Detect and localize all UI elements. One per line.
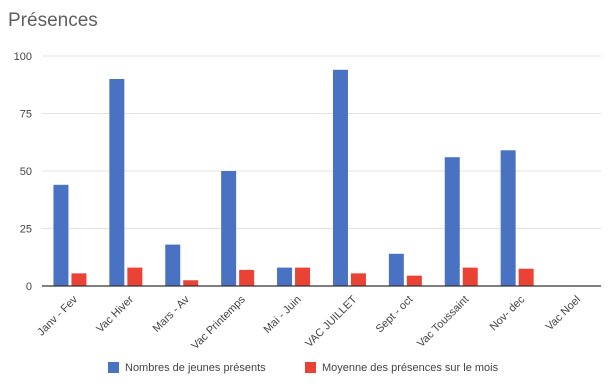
bar-jeunes-presents (277, 267, 293, 286)
y-tick-label: 25 (20, 224, 32, 236)
legend-label: Moyenne des présences sur le mois (322, 362, 499, 374)
y-tick-label: 50 (20, 166, 32, 178)
bar-moyenne-presences (71, 273, 87, 286)
bar-jeunes-presents (53, 184, 69, 286)
x-category-label: Nov- dec (488, 293, 528, 333)
bar-jeunes-presents (221, 171, 237, 286)
y-tick-label: 0 (26, 281, 32, 293)
legend: Nombres de jeunes présents Moyenne des pr… (108, 362, 499, 374)
bar-moyenne-presences (462, 267, 478, 286)
y-tick-label: 100 (14, 51, 32, 63)
bar-moyenne-presences (239, 269, 255, 286)
x-category-label: Mars - Av (151, 293, 193, 335)
bar-jeunes-presents (332, 69, 348, 286)
x-category-label: Vac Printemps (189, 293, 248, 352)
bar-moyenne-presences (406, 275, 422, 286)
legend-swatch (305, 362, 316, 373)
y-tick-label: 75 (20, 109, 32, 121)
bars (53, 69, 534, 286)
gridlines (42, 55, 601, 229)
bar-moyenne-presences (350, 273, 366, 286)
bar-jeunes-presents (165, 244, 181, 286)
x-category-label: Vac Noel (544, 294, 583, 333)
legend-swatch (108, 362, 119, 373)
bar-moyenne-presences (518, 268, 534, 286)
chart-title: Présences (8, 10, 98, 31)
bar-jeunes-presents (109, 79, 125, 286)
bar-jeunes-presents (444, 157, 460, 286)
x-category-label: Vac Hiver (94, 293, 136, 335)
bar-moyenne-presences (127, 267, 143, 286)
x-category-label: Janv - Fev (35, 293, 80, 338)
x-category-label: Sept - oct (374, 294, 416, 336)
x-category-label: VAC JUILLET (303, 293, 360, 350)
x-category-label: Mai - Juin (261, 294, 303, 336)
bar-jeunes-presents (388, 253, 404, 286)
bar-jeunes-presents (500, 150, 516, 286)
bar-moyenne-presences (183, 280, 199, 286)
bar-moyenne-presences (295, 267, 311, 286)
y-axis-ticks: 0 25 50 75 100 (14, 51, 32, 293)
legend-label: Nombres de jeunes présents (125, 362, 266, 374)
x-category-label: Vac Toussaint (415, 294, 471, 350)
